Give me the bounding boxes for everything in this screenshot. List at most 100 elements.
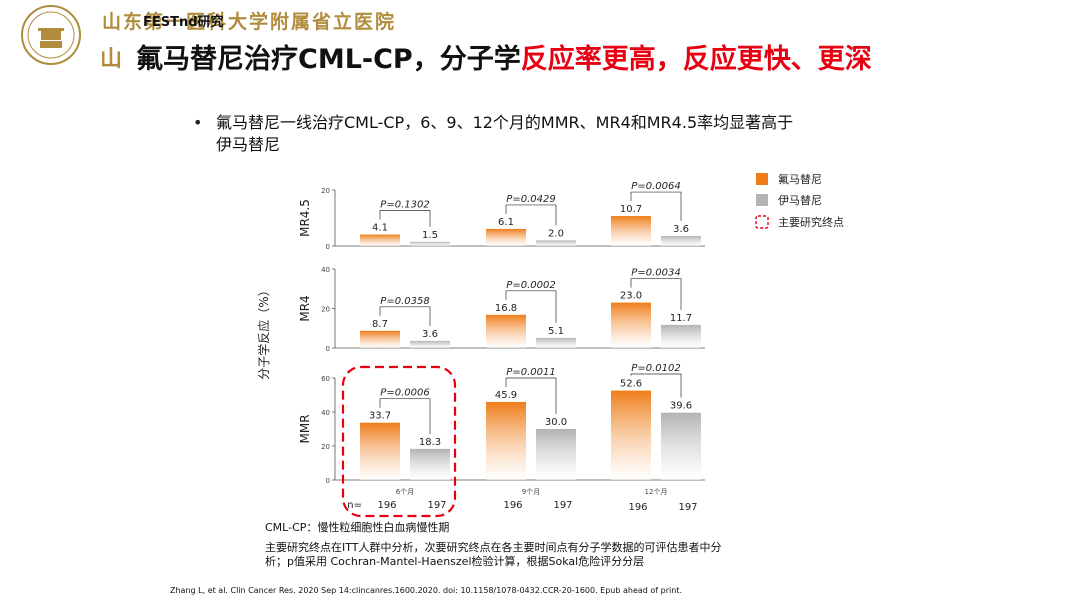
p-value-bracket [505,204,557,226]
hospital-name: 山东第一医科大学附属省立医院 [102,11,397,33]
bar-value-label: 3.6 [422,329,438,340]
y-tick-label: 40 [321,409,330,417]
bar-value-label: 11.7 [670,313,692,324]
bar-imatinib [536,429,576,480]
p-value-label: P=0.0064 [631,181,680,192]
p-value-bracket [630,373,682,398]
bar-imatinib [536,337,576,348]
bar-value-label: 8.7 [372,319,388,330]
bar-value-label: 23.0 [620,291,642,302]
citation: Zhang L, et al. Clin Cancer Res. 2020 Se… [170,586,683,595]
legend-swatch-primary-endpoint [755,215,769,229]
bar-imatinib [661,235,701,246]
footnote-methods-line-1: 主要研究终点在ITT人群中分析，次要研究终点在各主要时间点有分子学数据的可评估患… [265,541,722,554]
n-label: n= [347,500,362,511]
legend-swatch-flumatinib [756,173,768,185]
bar-flumatinib [611,302,651,348]
y-axis-title: 分子学反应（%） [256,284,271,379]
y-tick-label: 0 [326,477,330,485]
primary-endpoint-box [341,365,457,518]
footnote-abbreviation: CML-CP：慢性粒细胞性白血病慢性期 [265,521,450,534]
p-value-bracket [379,210,431,227]
y-tick-label: 40 [321,266,330,274]
p-value-label: P=0.0006 [380,388,429,399]
p-value-label: P=0.0011 [506,367,555,378]
bar-flumatinib [486,314,526,348]
bar-value-label: 1.5 [422,230,438,241]
title-red: 反应率更高，反应更快、更深 [520,44,872,75]
bar-value-label: 2.0 [548,228,564,239]
y-tick-label: 0 [326,345,330,353]
n-value: 196 [377,500,396,511]
bar-value-label: 18.3 [419,437,441,448]
bar-value-label: 10.7 [620,204,642,215]
bar-value-label: 16.8 [495,303,517,314]
bar-imatinib [536,240,576,246]
bar-flumatinib [360,330,400,348]
bar-flumatinib [611,216,651,246]
bar-flumatinib [360,234,400,246]
panel-label-mmr: MMR [298,414,312,443]
watermark-text: FESTnd研究 [143,15,224,30]
title-text: 氟马替尼治疗CML-CP，分子学反应率更高，反应更快、更深 [136,37,872,76]
bar-flumatinib [360,422,400,480]
bar-value-label: 45.9 [495,390,517,401]
p-value-bracket [505,290,557,323]
bar-imatinib [661,412,701,480]
y-tick-label: 0 [326,243,330,251]
p-value-bracket [505,377,557,414]
panel-label-mr4.5: MR4.5 [298,199,312,237]
bar-imatinib [410,448,450,480]
y-tick-label: 60 [321,375,330,383]
p-value-label: P=0.0034 [631,268,680,279]
hospital-seal-logo [21,5,81,65]
footnote-methods: 主要研究终点在ITT人群中分析，次要研究终点在各主要时间点有分子学数据的可评估患… [265,541,722,569]
bar-imatinib [410,340,450,348]
bullet-line-1: 氟马替尼一线治疗CML-CP，6、9、12个月的MMR、MR4和MR4.5率均显… [216,113,794,132]
category-label: 6个月 [396,488,414,496]
panel-label-mr4: MR4 [298,295,312,321]
n-value: 197 [678,502,697,513]
bar-value-label: 52.6 [620,379,642,390]
legend-swatch-imatinib [756,194,768,206]
p-value-bracket [630,278,682,310]
n-value: 197 [427,500,446,511]
bar-value-label: 6.1 [498,217,514,228]
n-value: 196 [628,502,647,513]
legend-label-flumatinib: 氟马替尼 [778,172,822,186]
p-value-label: P=0.0002 [506,280,555,291]
bar-flumatinib [486,401,526,480]
bar-value-label: 4.1 [372,223,388,234]
p-value-label: P=0.0429 [506,194,555,205]
bullet-dot: • [193,113,203,132]
bar-imatinib [410,241,450,246]
bullet-line-2: 伊马替尼 [216,135,281,154]
y-tick-label: 20 [321,443,330,451]
p-value-label: P=0.0102 [631,363,680,374]
title-bullet-glyph: 山 [100,45,123,72]
n-value: 196 [503,500,522,511]
title-black: 氟马替尼治疗CML-CP，分子学 [136,44,521,75]
bar-value-label: 5.1 [548,326,564,337]
legend-label-imatinib: 伊马替尼 [778,193,822,207]
slide-title: 山氟马替尼治疗CML-CP，分子学反应率更高，反应更快、更深 [100,37,872,76]
category-label: 9个月 [522,488,540,496]
bar-value-label: 33.7 [369,411,391,422]
bar-value-label: 39.6 [670,401,692,412]
p-value-label: P=0.0358 [380,296,429,307]
p-value-bracket [630,191,682,221]
footnote-methods-line-2: 析；p值采用 Cochran-Mantel-Haenszel检验计算，根据Sok… [265,555,645,568]
category-label: 12个月 [645,488,668,496]
legend-label-primary-endpoint: 主要研究终点 [778,215,844,229]
bar-value-label: 30.0 [545,417,567,428]
p-value-label: P=0.1302 [380,200,429,211]
p-value-bracket [379,306,431,326]
bullet-text: 氟马替尼一线治疗CML-CP，6、9、12个月的MMR、MR4和MR4.5率均显… [216,112,793,156]
y-tick-label: 20 [321,187,330,195]
bar-flumatinib [486,228,526,246]
bar-value-label: 3.6 [673,224,689,235]
p-value-bracket [379,398,431,434]
bar-flumatinib [611,390,651,480]
bar-imatinib [661,324,701,348]
